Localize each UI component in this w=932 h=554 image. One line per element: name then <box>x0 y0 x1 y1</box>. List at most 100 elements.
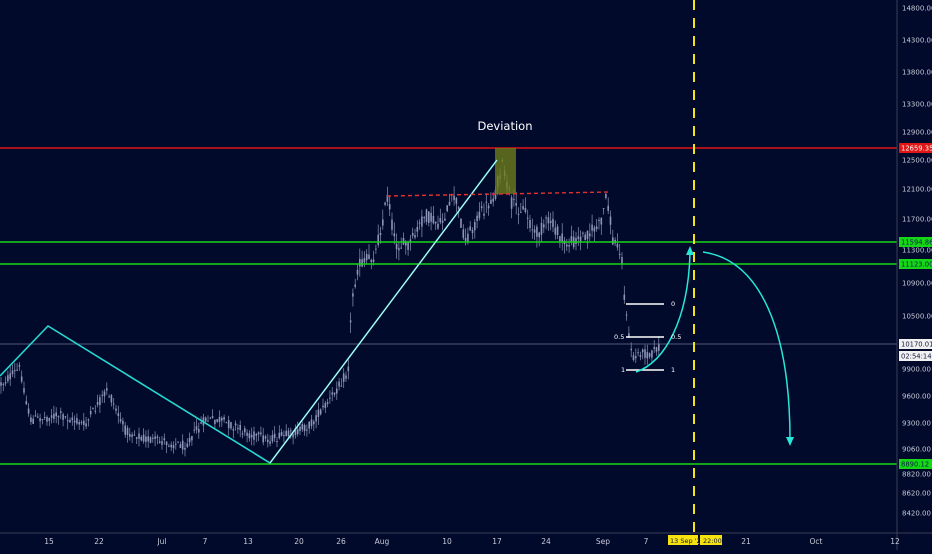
candle-body <box>133 434 136 436</box>
candle-body <box>101 394 103 396</box>
candle-body <box>135 437 138 439</box>
candle-body <box>460 218 462 228</box>
candle-body <box>200 422 202 424</box>
candle-body <box>582 232 584 234</box>
candle-body <box>487 205 490 209</box>
candle-body <box>0 382 2 386</box>
x-tick-label: 10 <box>442 537 452 546</box>
candle-body <box>432 216 435 224</box>
candle-body <box>80 422 83 424</box>
candle-body <box>165 441 168 446</box>
candle-body <box>359 258 361 267</box>
candle-body <box>457 207 460 209</box>
candle-body <box>517 213 520 215</box>
resistance-price-tag: 12659.35 <box>901 145 932 153</box>
candle-body <box>71 417 74 421</box>
candle-body <box>591 224 593 231</box>
candle-body <box>241 433 244 435</box>
candle-body <box>94 410 97 412</box>
candle-body <box>474 222 476 231</box>
candle-body <box>25 401 28 405</box>
candle-body <box>276 441 278 442</box>
candle-body <box>621 257 623 264</box>
candle-body <box>53 413 55 419</box>
candle-body <box>602 208 605 210</box>
candle-body <box>271 435 274 442</box>
candle-body <box>294 428 297 436</box>
candle-body <box>273 433 276 438</box>
candle-body <box>287 430 290 437</box>
candle-body <box>248 433 251 439</box>
candle-body <box>331 392 333 395</box>
candle-body <box>207 420 209 422</box>
time-marker-time: 22:00 <box>703 537 722 545</box>
candle-body <box>559 236 561 242</box>
candle-body <box>34 415 37 417</box>
x-tick-label: 12 <box>890 537 900 546</box>
candle-body <box>658 343 660 351</box>
candle-body <box>60 411 62 413</box>
candle-body <box>69 419 71 423</box>
candle-body <box>209 417 212 419</box>
candle-body <box>145 436 147 442</box>
countdown-tag: 02:54:14 <box>901 353 932 361</box>
candle-body <box>299 426 301 432</box>
candle-body <box>648 353 651 357</box>
candle-body <box>85 423 87 427</box>
candle-body <box>315 415 317 422</box>
candle-body <box>448 201 451 206</box>
candle-body <box>372 259 375 262</box>
candle-body <box>377 234 379 245</box>
candle-body <box>478 211 481 219</box>
candle-body <box>340 385 343 387</box>
candle-body <box>368 254 370 259</box>
candle-body <box>584 234 586 241</box>
candle-body <box>382 219 384 226</box>
candle-body <box>384 202 386 205</box>
candle-body <box>524 207 527 212</box>
candle-body <box>244 428 246 433</box>
x-tick-label: 15 <box>44 537 54 546</box>
candle-body <box>635 356 637 359</box>
candle-body <box>543 224 545 228</box>
candle-body <box>428 211 430 223</box>
candle-body <box>147 436 149 442</box>
candle-body <box>326 402 329 404</box>
candle-body <box>416 227 419 232</box>
candle-body <box>306 429 308 431</box>
arrow-down-head <box>786 437 794 446</box>
overlay-lines-layer <box>0 0 897 533</box>
candle-body <box>540 222 543 235</box>
x-tick-label: Jul <box>156 537 166 546</box>
candle-body <box>303 425 306 432</box>
candle-body <box>92 408 94 410</box>
candle-body <box>14 370 16 372</box>
candle-body <box>9 373 11 380</box>
candle-body <box>237 428 239 430</box>
candle-body <box>490 199 492 204</box>
candle-body <box>549 220 552 223</box>
candle-body <box>453 195 455 201</box>
candle-body <box>446 205 448 212</box>
candle-body <box>99 397 101 406</box>
candle-body <box>434 221 437 224</box>
candle-body <box>455 197 458 204</box>
arrow-up-head <box>686 246 694 255</box>
candle-body <box>515 203 517 206</box>
candles-layer <box>0 157 660 457</box>
candle-body <box>140 436 143 441</box>
candle-body <box>149 437 152 443</box>
candle-body <box>115 408 117 411</box>
projection-down-curve <box>702 251 791 441</box>
candle-body <box>356 269 359 275</box>
candle-body <box>296 429 299 435</box>
candle-body <box>76 418 78 424</box>
green-lower-price-tag: 11123.00 <box>901 261 932 269</box>
candle-body <box>186 443 189 447</box>
candle-body <box>313 421 315 425</box>
candle-body <box>641 349 644 353</box>
y-tick-label: 14800.00 <box>902 5 932 13</box>
x-tick-label: 17 <box>492 537 502 546</box>
time-marker-time-bg <box>700 535 722 545</box>
candle-body <box>430 212 432 222</box>
